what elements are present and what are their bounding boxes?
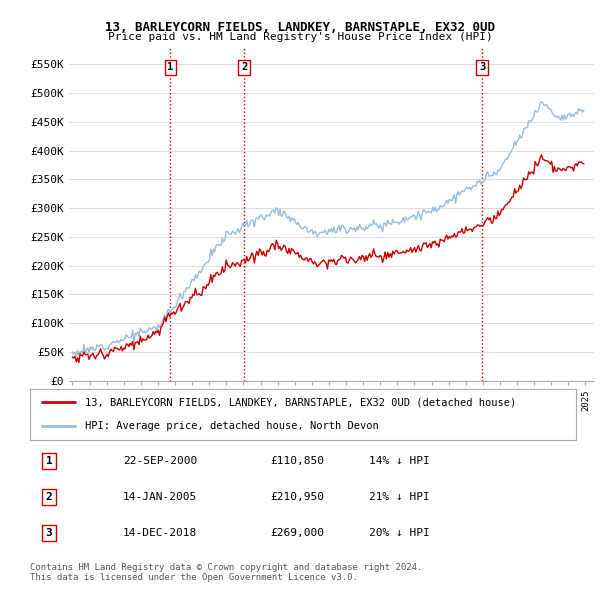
Text: 13, BARLEYCORN FIELDS, LANDKEY, BARNSTAPLE, EX32 0UD (detached house): 13, BARLEYCORN FIELDS, LANDKEY, BARNSTAP… [85,398,516,408]
Text: 22-SEP-2000: 22-SEP-2000 [123,456,197,466]
Text: £210,950: £210,950 [270,492,324,502]
Text: Price paid vs. HM Land Registry's House Price Index (HPI): Price paid vs. HM Land Registry's House … [107,32,493,42]
Text: 3: 3 [46,528,52,538]
Text: 3: 3 [479,62,485,72]
Text: 14% ↓ HPI: 14% ↓ HPI [368,456,429,466]
Text: 14-JAN-2005: 14-JAN-2005 [123,492,197,502]
Text: 2: 2 [46,492,52,502]
Text: 14-DEC-2018: 14-DEC-2018 [123,528,197,538]
Text: 1: 1 [46,456,52,466]
Text: HPI: Average price, detached house, North Devon: HPI: Average price, detached house, Nort… [85,421,379,431]
Text: 2: 2 [241,62,247,72]
Text: 13, BARLEYCORN FIELDS, LANDKEY, BARNSTAPLE, EX32 0UD: 13, BARLEYCORN FIELDS, LANDKEY, BARNSTAP… [105,21,495,34]
Text: 20% ↓ HPI: 20% ↓ HPI [368,528,429,538]
Text: £269,000: £269,000 [270,528,324,538]
Text: Contains HM Land Registry data © Crown copyright and database right 2024.
This d: Contains HM Land Registry data © Crown c… [30,563,422,582]
Text: £110,850: £110,850 [270,456,324,466]
Text: 1: 1 [167,62,173,72]
Text: 21% ↓ HPI: 21% ↓ HPI [368,492,429,502]
